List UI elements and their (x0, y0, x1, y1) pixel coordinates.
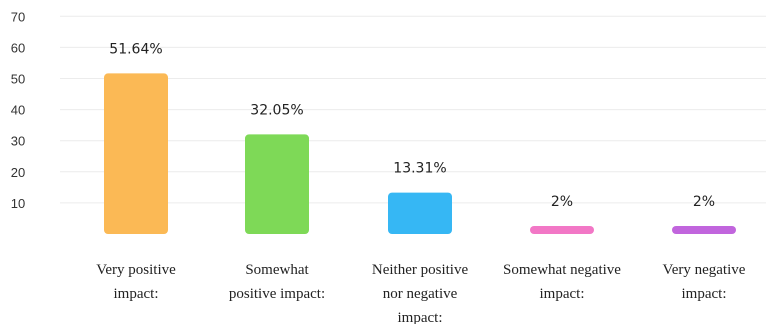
bar-2 (245, 134, 309, 234)
data-label-4: 2% (551, 194, 573, 210)
bar-5 (672, 226, 736, 234)
bar-4 (530, 226, 594, 234)
y-tick-label-70: 70 (11, 9, 25, 24)
y-tick-label-40: 40 (11, 103, 25, 118)
category-label-4-line-2: impact: (540, 286, 585, 302)
y-tick-label-50: 50 (11, 72, 25, 87)
category-label-1-line-1: Very positive (96, 262, 176, 278)
category-label-5-line-2: impact: (682, 286, 727, 302)
category-label-2-line-1: Somewhat (245, 262, 309, 278)
value-labels: 51.64% 32.05% 13.31% 2% 2% (109, 41, 715, 210)
category-label-1-line-2: impact: (114, 286, 159, 302)
bar-1 (104, 73, 168, 234)
category-labels: Very positive impact: Somewhat positive imp… (96, 262, 746, 324)
category-label-5-line-1: Very negative (663, 262, 746, 278)
y-tick-label-60: 60 (11, 40, 25, 55)
category-label-2-line-2: positive impact: (229, 286, 325, 302)
y-axis-tick-labels: 10 20 30 40 50 60 70 (11, 9, 25, 211)
data-label-1: 51.64% (109, 41, 162, 57)
category-label-3-line-1: Neither positive (372, 262, 469, 278)
y-tick-label-30: 30 (11, 134, 25, 149)
bars (104, 73, 736, 234)
bar-3 (388, 193, 452, 234)
category-label-3-line-3: impact: (398, 310, 443, 324)
data-label-5: 2% (693, 194, 715, 210)
data-label-3: 13.31% (393, 161, 446, 177)
y-tick-label-20: 20 (11, 165, 25, 180)
category-label-3-line-2: nor negative (383, 286, 458, 302)
data-label-2: 32.05% (250, 102, 303, 118)
category-label-4-line-1: Somewhat negative (503, 262, 621, 278)
y-tick-label-10: 10 (11, 196, 25, 211)
